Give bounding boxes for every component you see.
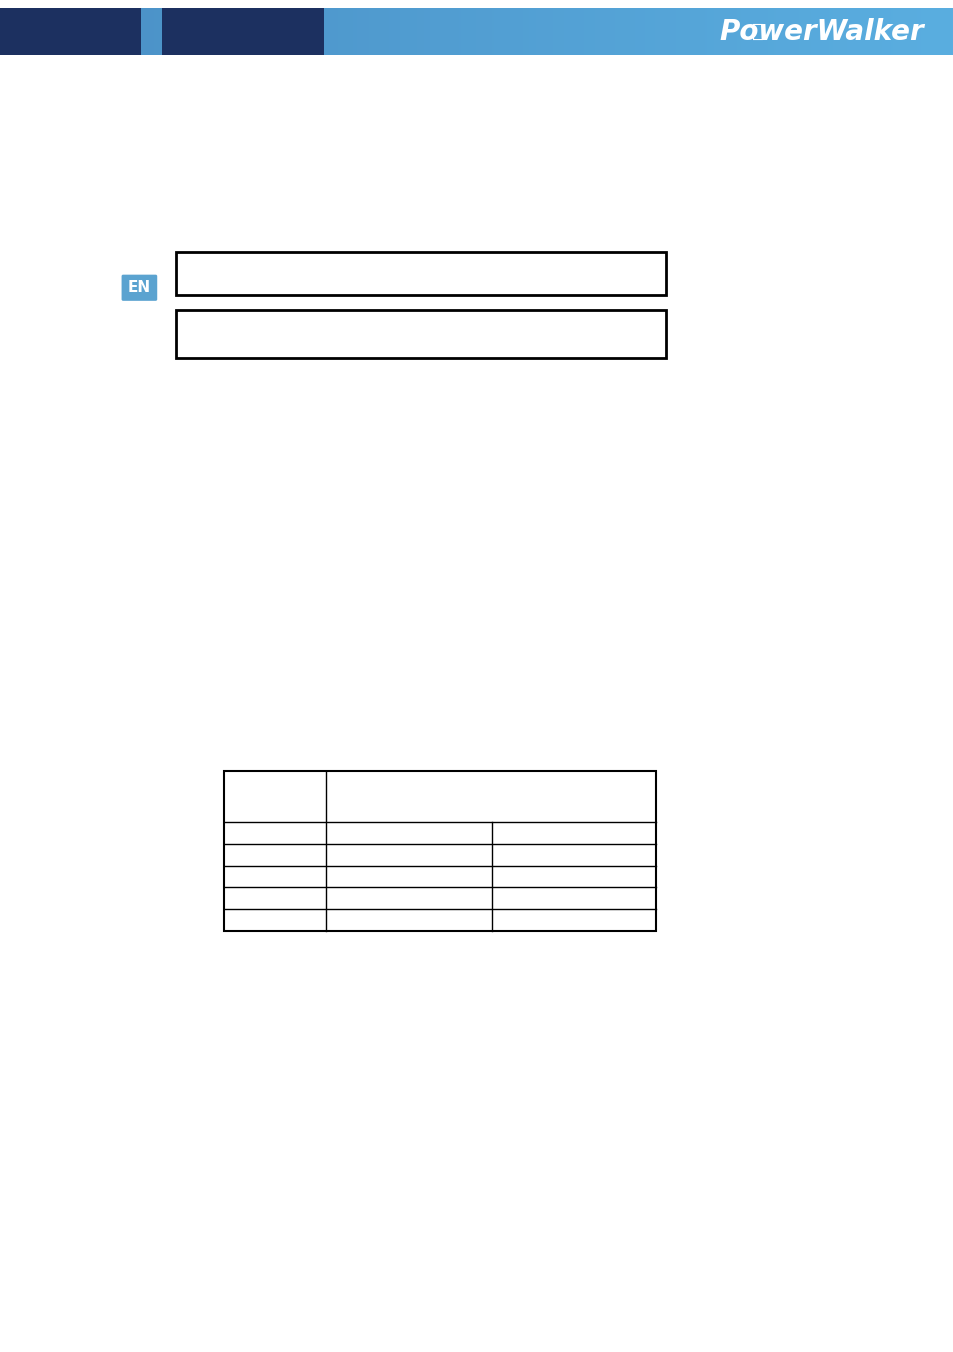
FancyBboxPatch shape xyxy=(121,274,157,301)
Bar xyxy=(162,8,324,55)
Text: ⓘ: ⓘ xyxy=(751,22,762,41)
Text: EN: EN xyxy=(128,280,151,295)
Bar xyxy=(0,8,141,55)
Bar xyxy=(175,251,665,296)
Bar xyxy=(224,771,656,930)
Text: PowerWalker: PowerWalker xyxy=(719,18,923,46)
Bar xyxy=(175,310,665,358)
